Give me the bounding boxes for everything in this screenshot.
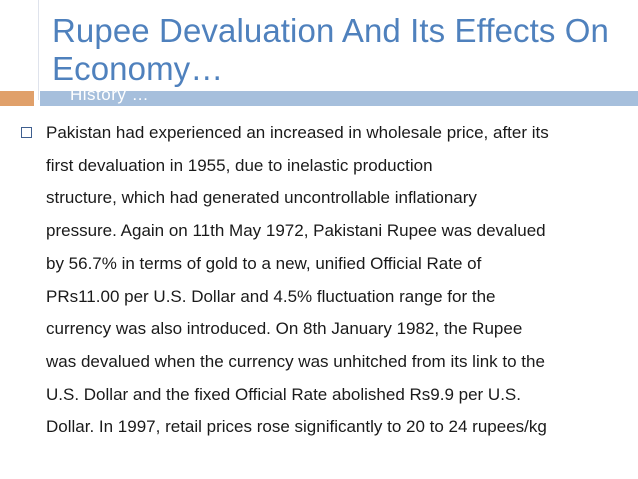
title-bar-orange-block: [0, 91, 34, 106]
bullet-line: by 56.7% in terms of gold to a new, unif…: [46, 253, 482, 273]
bullet-line: Pakistan had experienced an increased in…: [46, 123, 549, 142]
title-bar: [0, 91, 638, 106]
bullet-line: currency was also introduced. On 8th Jan…: [46, 319, 523, 339]
square-bullet-icon: [21, 127, 32, 138]
bullet-line: was devalued when the currency was unhit…: [46, 351, 545, 371]
bullet-line: U.S. Dollar and the fixed Official Rate …: [46, 384, 521, 404]
title-bar-blue-band: [40, 91, 638, 106]
bullet-line: Dollar. In 1997, retail prices rose sign…: [46, 417, 547, 437]
left-rule-line: [38, 0, 39, 100]
bullet-paragraph: Pakistan had experienced an increased in…: [46, 117, 632, 444]
slide-subtitle: History …: [70, 85, 150, 104]
bullet-line: PRs11.00 per U.S. Dollar and 4.5% fluctu…: [46, 286, 496, 306]
slide-title: Rupee Devaluation And Its Effects On Eco…: [52, 12, 609, 87]
bullet-line: structure, which had generated uncontrol…: [46, 188, 477, 208]
bullet-line: pressure. Again on 11th May 1972, Pakist…: [46, 221, 546, 241]
bullet-line: first devaluation in 1955, due to inelas…: [46, 155, 433, 175]
